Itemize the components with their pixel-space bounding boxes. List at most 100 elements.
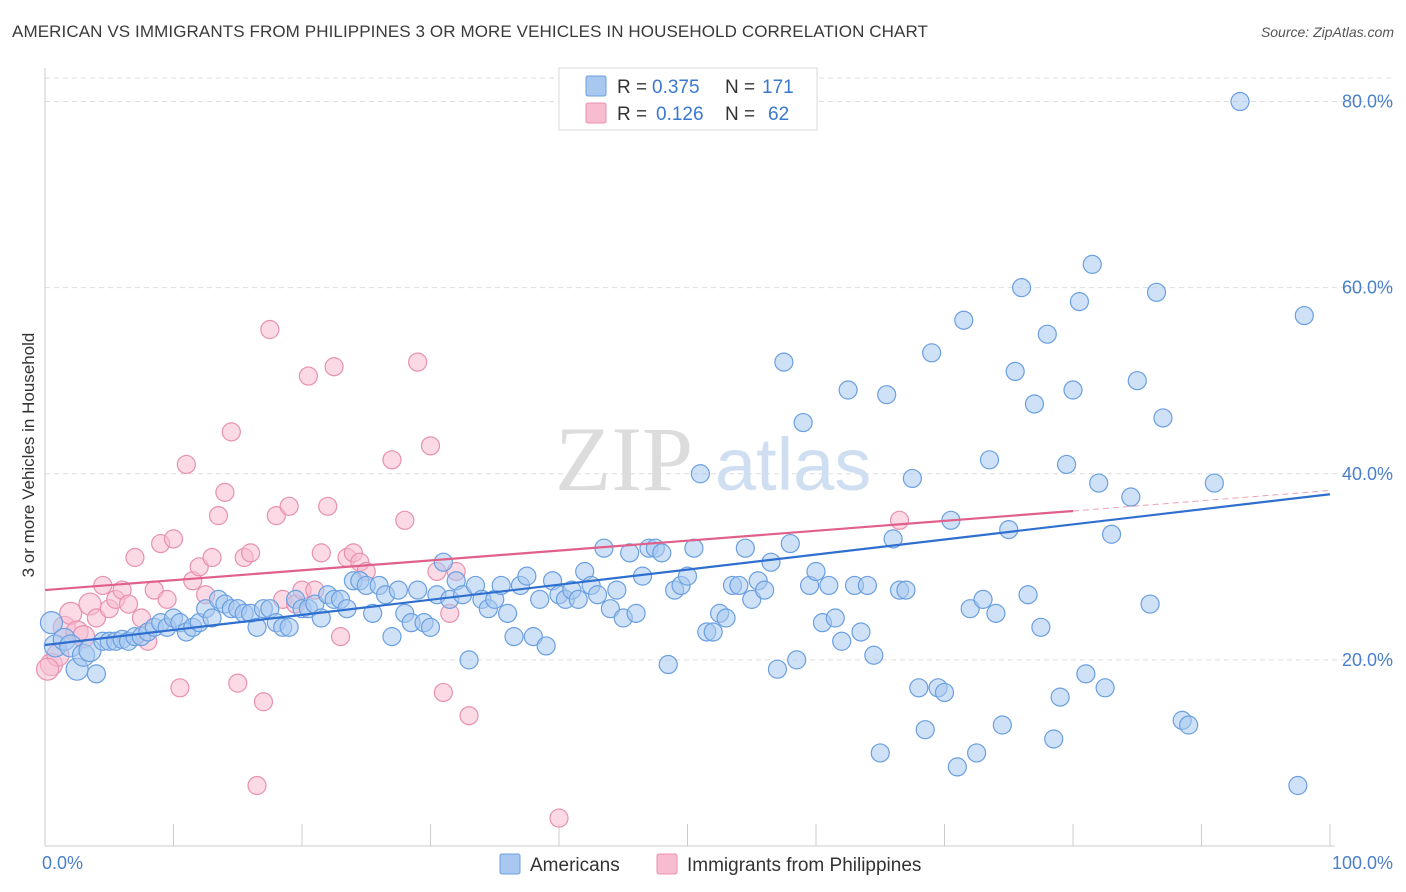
point-americans [922,343,942,363]
legend-swatch-philippines [656,853,678,875]
point-americans [1153,408,1173,428]
legend-swatch-americans [499,853,521,875]
legend-n-value: 171 [762,77,794,98]
point-philippines [889,510,910,530]
point-philippines [241,543,261,563]
watermark-zip: ZIP [555,408,693,510]
grid [45,77,1395,661]
point-americans [498,603,518,623]
point-americans [1095,678,1115,698]
legend-r-value: 0.375 [652,77,700,98]
point-philippines [170,678,190,698]
point-americans [1050,687,1070,707]
point-americans [530,589,550,609]
watermark: ZIP atlas [555,408,871,510]
point-americans [1018,585,1038,605]
point-americans [504,627,524,647]
point-americans [1140,594,1160,614]
point-americans [870,743,890,763]
point-americans [1294,305,1314,326]
point-americans [864,645,884,665]
point-americans [1011,278,1032,298]
point-americans [202,608,222,628]
point-americans [1082,254,1102,274]
point-americans [883,529,903,549]
trend-line-americans [44,493,1331,647]
point-americans [934,682,955,703]
point-americans [806,561,826,582]
point-americans [754,580,775,600]
trend-line-philippines-extension [1072,490,1331,512]
chart-title: AMERICAN VS IMMIGRANTS FROM PHILIPPINES … [12,22,929,41]
point-philippines [157,589,177,609]
point-philippines [382,450,402,470]
point-americans [954,310,974,330]
point-philippines [459,706,479,726]
point-philippines [266,506,286,526]
point-americans [652,543,672,563]
point-americans [1005,361,1025,381]
point-americans [825,608,845,628]
legend-r-value: 0.126 [656,104,704,125]
point-americans [851,622,871,642]
point-philippines [408,352,428,372]
legend-n-label: N = [725,104,755,125]
point-americans [774,352,794,372]
point-philippines [86,608,107,628]
point-americans [787,650,807,670]
point-americans [620,543,640,563]
point-philippines [208,506,229,526]
point-americans [1179,715,1199,735]
point-americans [1069,292,1090,312]
point-americans [838,380,858,400]
point-philippines [125,547,145,568]
point-americans [729,575,749,596]
point-philippines [324,357,344,377]
legend-swatch-philippines [585,102,607,124]
legend-label-americans: Americans [530,855,620,876]
y-tick-label: 80.0% [1342,92,1393,112]
y-tick-label: 40.0% [1342,464,1393,484]
point-philippines [163,529,184,549]
point-americans [690,464,710,484]
source-note: Source: ZipAtlas.com [1260,24,1394,40]
point-philippines [247,775,267,796]
point-americans [600,599,621,619]
point-americans [742,589,762,609]
x-tick-label: 0.0% [42,853,83,873]
point-americans [523,627,543,647]
point-philippines [260,319,280,340]
point-americans [780,533,800,554]
point-philippines [202,547,222,568]
point-americans [767,659,788,679]
point-philippines [279,496,299,516]
point-americans [420,617,441,637]
point-americans [658,654,678,675]
legend-bottom: Americans Immigrants from Philippines [499,853,921,876]
legend-top: R = 0.375 N = 171 R = 0.126 N = 62 [558,67,818,131]
point-americans [39,611,64,635]
point-americans [1121,487,1141,507]
point-americans [896,580,916,600]
y-axis-label: 3 or more Vehicles in Household [19,333,38,578]
point-philippines [395,510,415,530]
point-americans [1146,282,1167,302]
point-americans [677,566,698,586]
point-americans [999,519,1019,540]
point-americans [382,627,402,647]
point-americans [1024,394,1045,414]
point-americans [1127,371,1147,391]
y-tick-label: 20.0% [1342,650,1393,670]
point-americans [1204,473,1224,493]
point-americans [587,585,608,605]
point-philippines [35,657,60,681]
point-americans [915,720,935,740]
point-americans [1101,524,1122,544]
point-philippines [118,594,139,614]
point-americans [388,580,408,600]
point-americans [1230,91,1250,112]
trend-line-philippines [44,509,1074,592]
point-philippines [549,808,569,828]
point-philippines [253,692,274,712]
